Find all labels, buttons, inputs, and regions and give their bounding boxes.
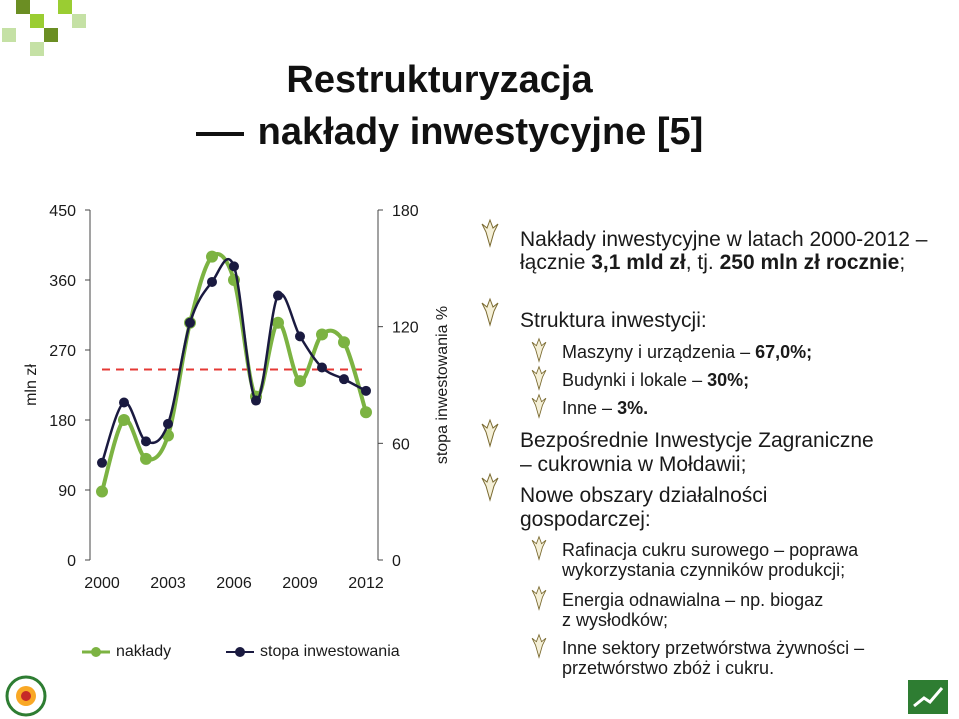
series-line-stopa (100, 257, 367, 464)
data-point-stopa (163, 418, 173, 429)
data-point-stopa (251, 395, 261, 406)
sub-maszyny: Maszyny i urządzenia – 67,0%; (562, 342, 813, 362)
x-tick-label: 2009 (282, 575, 318, 592)
right-tick-label: 120 (392, 320, 419, 337)
beet-bullet-icon (531, 585, 547, 611)
page-subtitle: nakłady inwestycyjne [5] (0, 110, 929, 154)
bullet-nowe-obszary-line2: gospodarczej: (520, 508, 651, 531)
right-tick-label: 0 (392, 553, 401, 570)
data-point-stopa (361, 385, 371, 396)
bullet-struktura: Struktura inwestycji: (520, 309, 707, 332)
bullet-bezposrednie-line2: – cukrownia w Mołdawii; (520, 453, 747, 476)
y-axis-left-title: mln zł (23, 364, 40, 406)
data-point-naklady (96, 485, 108, 498)
sub-rafinacja: Rafinacja cukru surowego – poprawa (562, 540, 859, 560)
growth-arrow-icon (913, 687, 944, 708)
legend-label-stopa: stopa inwestowania (260, 643, 400, 660)
data-point-naklady (360, 406, 372, 419)
sub-inne-sektory-line2: przetwórstwo zbóż i cukru. (562, 658, 775, 678)
data-point-stopa (273, 290, 283, 301)
title-dash (195, 131, 244, 136)
y-axis-right-title: stopa inwestowania % (434, 306, 451, 464)
data-point-stopa (295, 331, 305, 342)
beet-bullet-icon (531, 535, 547, 561)
bullet-nowe-obszary: Nowe obszary działalności (520, 484, 768, 507)
legend-item-stopa: stopa inwestowania (226, 643, 400, 661)
right-tick-label: 180 (392, 203, 419, 220)
x-tick-label: 2006 (216, 575, 252, 592)
legend-label-naklady: nakłady (116, 643, 172, 660)
data-point-stopa (97, 457, 107, 468)
right-tick-label: 60 (392, 436, 410, 453)
subtitle-text: nakłady inwestycyjne [5] (257, 111, 704, 153)
beet-bullet-icon (531, 393, 547, 419)
sub-energia: Energia odnawialna – np. biogaz (562, 590, 824, 610)
sub-energia-line2: z wysłodków; (562, 610, 669, 630)
data-point-stopa (185, 317, 195, 328)
data-point-naklady (316, 328, 328, 341)
data-point-naklady (294, 375, 306, 388)
bullet-naklady: Nakłady inwestycyjne w latach 2000-2012 … (520, 228, 928, 274)
x-tick-label: 2012 (348, 575, 384, 592)
sub-budynki: Budynki i lokale – 30%; (562, 370, 750, 390)
left-tick-label: 0 (67, 553, 76, 570)
left-tick-label: 180 (49, 413, 76, 430)
beet-bullet-icon (481, 218, 499, 248)
bullet-bezposrednie: Bezpośrednie Inwestycje Zagraniczne (520, 429, 874, 452)
data-point-naklady (206, 250, 218, 263)
beet-bullet-icon (531, 633, 547, 659)
data-point-stopa (317, 362, 327, 373)
left-tick-label: 90 (58, 483, 76, 500)
data-point-stopa (141, 436, 151, 447)
sub-inne: Inne – 3%. (562, 398, 649, 418)
program-logo (5, 675, 47, 717)
left-tick-label: 270 (49, 343, 76, 360)
left-tick-label: 360 (49, 273, 76, 290)
beet-bullet-icon (481, 472, 499, 502)
data-point-stopa (207, 276, 217, 287)
legend-item-naklady: nakłady (82, 643, 171, 661)
beet-bullet-icon (481, 418, 499, 448)
x-tick-label: 2003 (150, 575, 186, 592)
legend-marker-naklady (82, 647, 110, 657)
brand-logo (908, 680, 948, 714)
data-point-stopa (229, 261, 239, 272)
data-point-naklady (118, 414, 130, 426)
left-tick-label: 450 (49, 203, 76, 220)
data-point-naklady (272, 316, 284, 329)
sub-inne-sektory: Inne sektory przetwórstwa żywności – (562, 638, 865, 658)
decorative-squares (0, 0, 90, 60)
x-tick-label: 2000 (84, 575, 120, 592)
investment-chart: 450 360 270 180 90 0 180 120 60 0 2000 2003 2006 2009… (23, 203, 451, 592)
data-point-naklady (140, 452, 152, 465)
beet-bullet-icon (481, 297, 499, 327)
sub-rafinacja-line2: wykorzystania czynników produkcji; (562, 560, 846, 580)
beet-bullet-icon (531, 365, 547, 391)
legend-marker-stopa (226, 647, 254, 657)
beet-bullet-icon (531, 337, 547, 363)
data-point-stopa (339, 374, 349, 385)
data-point-naklady (338, 336, 350, 349)
data-point-stopa (119, 397, 129, 408)
page-title: Restrukturyzacja (286, 59, 593, 101)
